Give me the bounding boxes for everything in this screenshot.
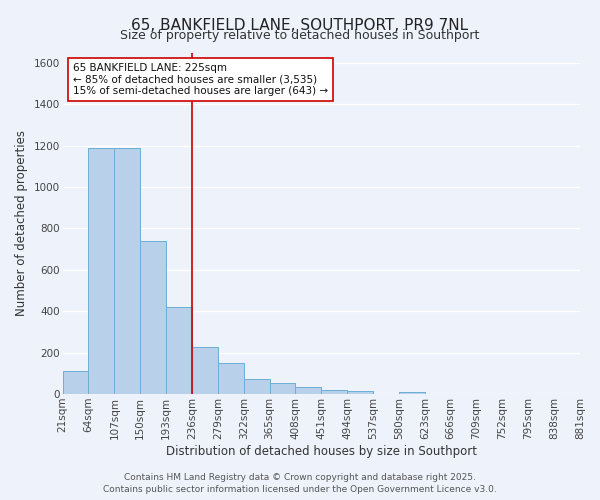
Bar — [399, 392, 425, 394]
X-axis label: Distribution of detached houses by size in Southport: Distribution of detached houses by size … — [166, 444, 477, 458]
Text: 65 BANKFIELD LANE: 225sqm
← 85% of detached houses are smaller (3,535)
15% of se: 65 BANKFIELD LANE: 225sqm ← 85% of detac… — [73, 62, 328, 96]
Bar — [192, 348, 218, 394]
Text: Size of property relative to detached houses in Southport: Size of property relative to detached ho… — [121, 29, 479, 42]
Bar — [62, 372, 88, 394]
Bar — [218, 363, 244, 394]
Bar — [347, 391, 373, 394]
Bar — [295, 387, 321, 394]
Bar — [88, 148, 115, 394]
Text: 65, BANKFIELD LANE, SOUTHPORT, PR9 7NL: 65, BANKFIELD LANE, SOUTHPORT, PR9 7NL — [131, 18, 469, 32]
Text: Contains HM Land Registry data © Crown copyright and database right 2025.
Contai: Contains HM Land Registry data © Crown c… — [103, 472, 497, 494]
Bar — [321, 390, 347, 394]
Y-axis label: Number of detached properties: Number of detached properties — [15, 130, 28, 316]
Bar — [115, 148, 140, 394]
Bar — [166, 307, 192, 394]
Bar — [140, 241, 166, 394]
Bar — [244, 378, 269, 394]
Bar — [269, 382, 295, 394]
